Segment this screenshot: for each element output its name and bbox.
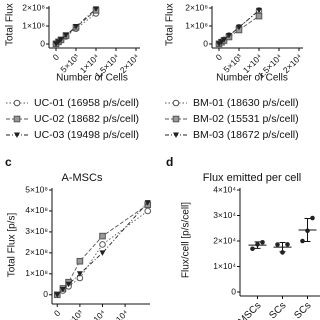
point bbox=[59, 287, 66, 293]
point bbox=[260, 239, 265, 245]
point bbox=[280, 250, 285, 255]
legend-label: UC-02 (18682 p/s/cell) bbox=[34, 113, 139, 125]
x-axis-label: Number of Cells bbox=[216, 73, 288, 84]
y-tick-label: 1×10⁸ bbox=[25, 268, 48, 278]
y-tick-label: 5×10⁸ bbox=[25, 184, 48, 194]
point bbox=[76, 257, 84, 265]
point bbox=[99, 241, 106, 248]
point bbox=[144, 200, 151, 206]
legend-label: UC-01 (16958 p/s/cell) bbox=[34, 97, 139, 109]
y-tick-label: 2×10⁸ bbox=[25, 247, 48, 257]
point bbox=[285, 242, 290, 247]
point bbox=[73, 24, 79, 30]
legend-marker bbox=[173, 132, 179, 138]
point bbox=[256, 7, 262, 14]
legend-marker bbox=[172, 115, 180, 123]
point bbox=[221, 37, 227, 43]
y-tick-label: 1×10⁸ bbox=[185, 20, 208, 30]
x-tick-label: 5×10³ bbox=[58, 52, 81, 75]
y-axis-label: Total Flux [p/s] bbox=[165, 0, 176, 46]
y-tick-label: 1×10⁸ bbox=[22, 20, 45, 30]
legend-marker bbox=[13, 115, 21, 123]
point bbox=[236, 24, 242, 31]
y-tick-label: 0 bbox=[40, 38, 45, 48]
point bbox=[300, 238, 305, 244]
x-tick-label: 0 bbox=[52, 308, 63, 319]
y-tick-label: 0 bbox=[231, 286, 236, 296]
legend-label: BM-02 (15531 p/s/cell) bbox=[193, 113, 299, 125]
y-tick-label: 2×10⁴ bbox=[213, 235, 236, 245]
point bbox=[226, 33, 232, 39]
point bbox=[255, 12, 263, 20]
panel-label: d bbox=[166, 155, 173, 169]
y-tick-label: 2×10⁸ bbox=[185, 2, 208, 12]
y-tick-label: 4×10⁸ bbox=[25, 205, 48, 215]
point bbox=[99, 232, 106, 240]
series-line bbox=[56, 210, 149, 296]
y-axis-label: Flux/cell [p/s/cell] bbox=[181, 202, 192, 278]
y-tick-label: 1×10⁴ bbox=[213, 261, 236, 271]
point bbox=[144, 207, 152, 215]
legend-label: BM-01 (18630 p/s/cell) bbox=[193, 97, 299, 109]
x-tick-label: 5×10³ bbox=[62, 308, 85, 320]
point bbox=[305, 228, 310, 234]
legend-label: UC-03 (19498 p/s/cell) bbox=[34, 129, 139, 141]
legend-marker bbox=[14, 132, 20, 138]
x-tick-label: 2×10⁴ bbox=[281, 52, 304, 75]
point bbox=[54, 292, 61, 298]
y-axis-label: Total Flux [p/s] bbox=[7, 213, 18, 278]
x-tick-label: 5×10³ bbox=[221, 52, 244, 75]
point bbox=[275, 242, 280, 247]
y-tick-label: 0 bbox=[43, 289, 48, 299]
x-tick-label: 0 bbox=[51, 52, 62, 63]
point bbox=[58, 37, 64, 43]
x-tick-label: 0 bbox=[214, 52, 225, 63]
y-axis-label: Total Flux [p/s] bbox=[5, 0, 16, 46]
point bbox=[250, 246, 255, 252]
y-tick-label: 3×10⁸ bbox=[25, 226, 48, 236]
chart-title: Flux emitted per cell bbox=[203, 172, 301, 184]
point bbox=[76, 271, 83, 277]
y-tick-label: 3×10⁴ bbox=[213, 210, 236, 220]
chart-title: A-MSCs bbox=[62, 172, 103, 184]
series-line bbox=[55, 13, 97, 45]
x-axis-label: Number of Cells bbox=[56, 73, 128, 84]
x-tick-label: SCs bbox=[267, 300, 288, 320]
panel-label: c bbox=[5, 155, 12, 169]
point bbox=[65, 281, 72, 288]
point bbox=[310, 215, 315, 221]
y-tick-label: 2×10⁸ bbox=[22, 2, 45, 12]
point bbox=[63, 32, 69, 39]
point bbox=[99, 250, 106, 256]
legend-marker bbox=[13, 99, 21, 107]
x-tick-label: 2×10⁴ bbox=[118, 52, 141, 75]
y-tick-label: 0 bbox=[203, 38, 208, 48]
x-tick-label: SCs bbox=[292, 300, 313, 320]
point bbox=[255, 242, 260, 247]
x-tick-label: 1×10⁴ bbox=[84, 308, 107, 320]
x-tick-label: MSCs bbox=[236, 300, 263, 320]
y-tick-label: 4×10⁴ bbox=[213, 184, 236, 194]
legend-label: BM-03 (18672 p/s/cell) bbox=[193, 129, 299, 141]
point bbox=[93, 6, 99, 12]
legend-marker bbox=[172, 99, 180, 107]
